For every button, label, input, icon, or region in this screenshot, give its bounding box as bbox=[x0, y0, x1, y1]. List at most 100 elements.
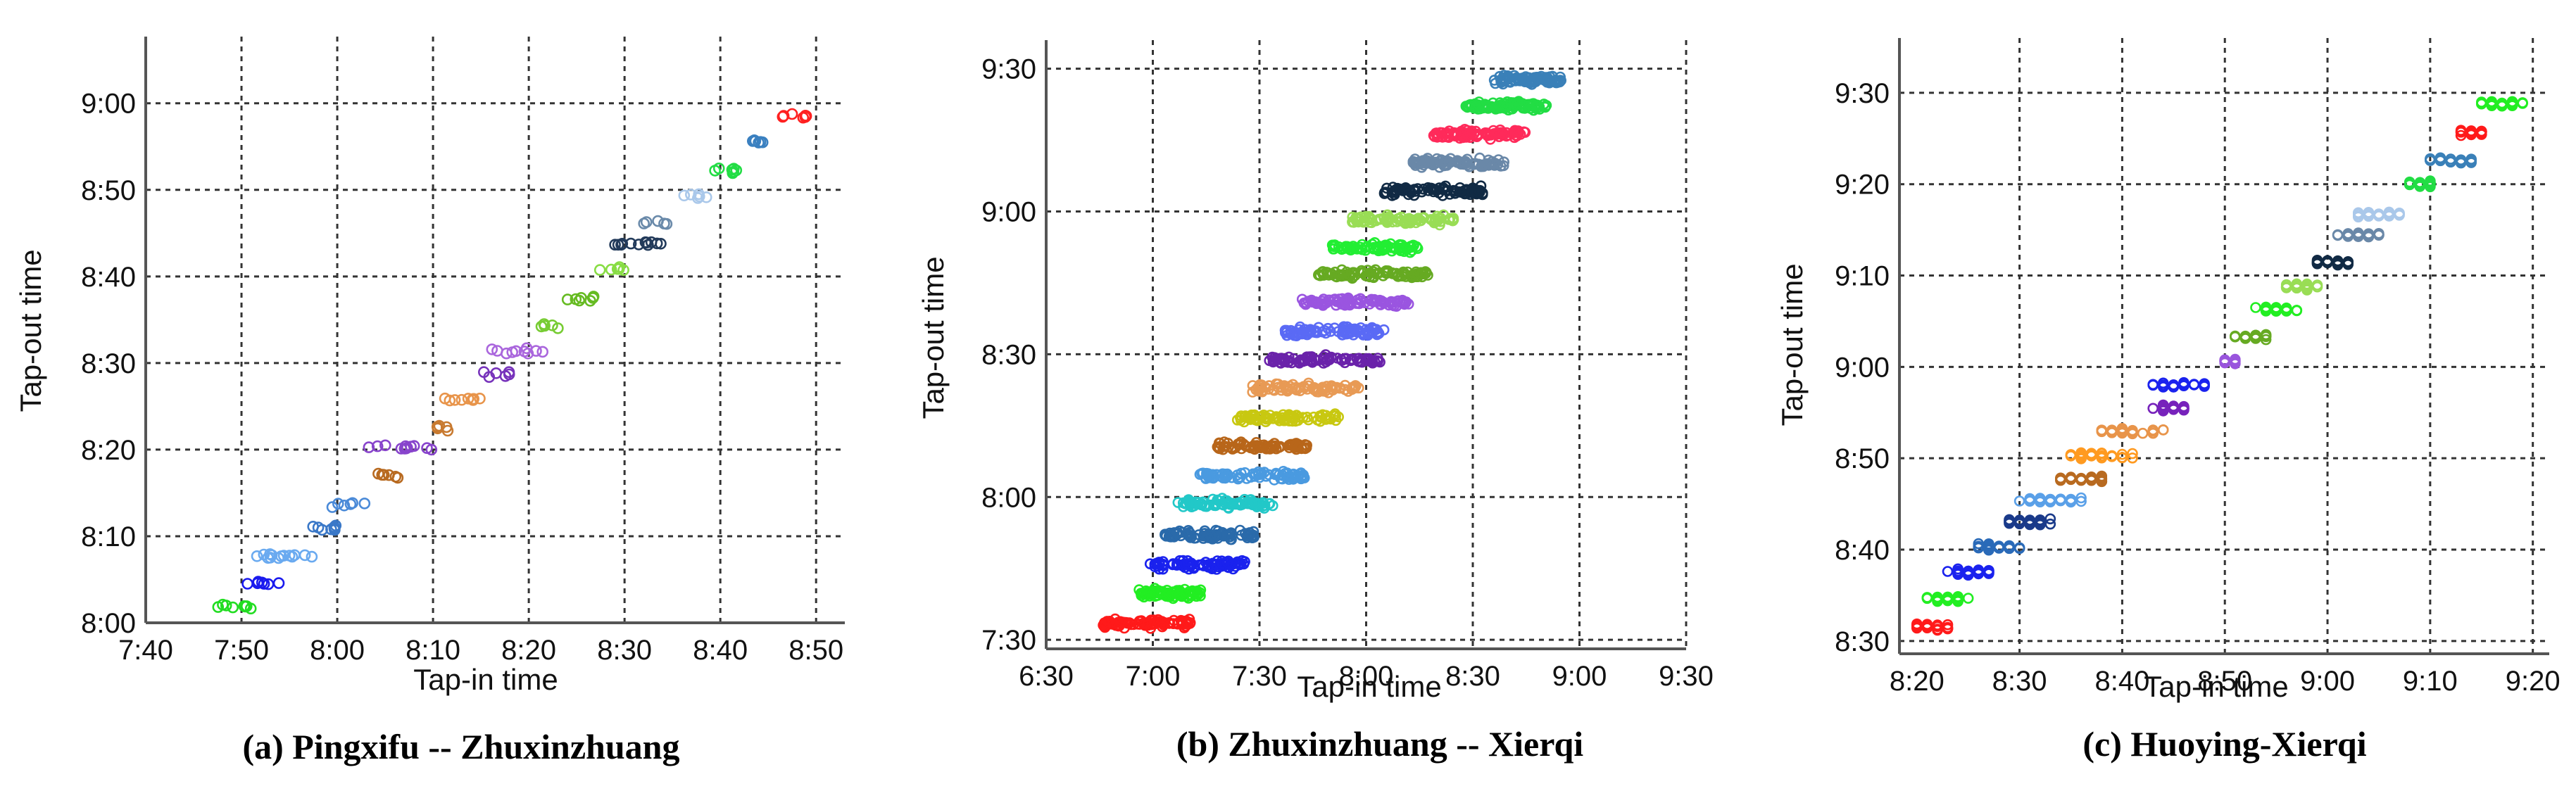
data-point bbox=[258, 548, 270, 561]
data-point bbox=[2147, 403, 2159, 415]
data-point bbox=[2332, 255, 2344, 267]
data-point bbox=[2250, 302, 2261, 313]
data-point bbox=[1377, 296, 1388, 308]
x-tick-label: 8:30 bbox=[597, 635, 652, 666]
data-point bbox=[1269, 440, 1281, 452]
data-point bbox=[2425, 154, 2436, 165]
x-tick-label: 9:00 bbox=[2300, 666, 2355, 697]
data-point bbox=[272, 577, 285, 589]
data-point bbox=[1157, 563, 1169, 575]
data-point bbox=[2353, 230, 2364, 241]
data-point bbox=[1973, 540, 1985, 552]
data-point bbox=[1236, 529, 1247, 541]
data-point bbox=[2506, 96, 2518, 108]
data-point bbox=[1352, 355, 1364, 367]
data-point bbox=[2075, 495, 2087, 507]
data-point bbox=[1172, 497, 1184, 508]
data-point bbox=[1293, 411, 1305, 423]
data-point bbox=[1403, 213, 1415, 224]
data-point bbox=[639, 236, 652, 248]
data-point bbox=[1258, 439, 1270, 451]
data-point bbox=[1455, 186, 1466, 198]
data-point bbox=[1942, 623, 1954, 635]
data-point bbox=[444, 394, 456, 407]
data-point bbox=[1440, 180, 1451, 192]
data-point bbox=[1330, 415, 1342, 426]
data-point bbox=[712, 163, 725, 175]
data-point bbox=[1176, 619, 1188, 631]
data-point bbox=[1302, 377, 1314, 389]
data-point bbox=[1253, 385, 1264, 397]
data-point bbox=[2230, 330, 2241, 342]
data-point bbox=[1478, 102, 1490, 113]
data-point bbox=[1163, 590, 1174, 602]
data-point bbox=[612, 239, 624, 251]
data-point bbox=[2055, 495, 2066, 507]
data-point bbox=[2373, 229, 2385, 241]
data-point bbox=[1973, 566, 1985, 578]
data-point bbox=[1279, 324, 1291, 336]
data-point bbox=[2127, 452, 2138, 464]
data-point bbox=[2465, 153, 2477, 165]
data-point bbox=[2137, 427, 2149, 439]
data-point bbox=[1157, 556, 1169, 567]
data-point bbox=[546, 319, 558, 331]
data-point bbox=[1350, 380, 1362, 392]
data-point bbox=[395, 443, 408, 455]
data-point bbox=[1235, 412, 1246, 424]
chart-panel-c: 8:20 8:30 8:40 8:50 9:00 9:10 9:208:308:408:50… bbox=[1776, 38, 2561, 764]
data-point bbox=[2311, 258, 2323, 270]
data-point bbox=[2075, 492, 2087, 504]
data-point bbox=[2178, 403, 2189, 414]
data-point bbox=[1133, 615, 1145, 627]
data-point bbox=[777, 110, 790, 122]
y-tick-label: 8:50 bbox=[81, 175, 136, 206]
data-point bbox=[2106, 450, 2118, 462]
data-point bbox=[326, 501, 339, 513]
data-point bbox=[2414, 178, 2426, 190]
data-point bbox=[2496, 97, 2508, 109]
x-tick-label: 9:10 bbox=[2403, 666, 2458, 697]
x-axis-label-c: Tap-in time bbox=[2144, 670, 2288, 703]
data-point bbox=[1381, 213, 1393, 224]
grid-c bbox=[1899, 38, 2549, 654]
data-point bbox=[2096, 424, 2108, 436]
data-point bbox=[1402, 189, 1414, 201]
y-tick-label: 8:50 bbox=[1835, 443, 1890, 474]
chart-panel-a: 7:40 7:50 8:00 8:10 8:20 8:30 8:40 8:50 8:00 8:10… bbox=[14, 37, 845, 766]
x-tick-label: 7:30 bbox=[1232, 661, 1287, 692]
data-point bbox=[593, 264, 606, 276]
data-point bbox=[503, 368, 515, 381]
data-point bbox=[1942, 595, 1954, 606]
data-point bbox=[344, 498, 357, 510]
y-tick-label: 9:00 bbox=[981, 196, 1036, 227]
data-point bbox=[1286, 438, 1298, 450]
data-point bbox=[1921, 620, 1933, 631]
data-point bbox=[1371, 355, 1383, 367]
data-point bbox=[1381, 217, 1393, 228]
data-point bbox=[1317, 268, 1329, 280]
data-point bbox=[500, 347, 513, 360]
data-point bbox=[2455, 125, 2467, 136]
data-point bbox=[1318, 357, 1329, 369]
data-point bbox=[640, 216, 653, 228]
data-point bbox=[552, 322, 564, 334]
data-point bbox=[1317, 384, 1328, 396]
data-point bbox=[1337, 329, 1349, 341]
data-point bbox=[1173, 589, 1185, 601]
x-tick-label: 9:00 bbox=[1552, 661, 1607, 692]
y-tick-label: 8:20 bbox=[81, 435, 136, 466]
points-c bbox=[1911, 96, 2528, 636]
data-point bbox=[1259, 500, 1271, 512]
data-point bbox=[700, 191, 712, 203]
data-point bbox=[251, 550, 263, 562]
data-point bbox=[2157, 402, 2169, 413]
data-point bbox=[1190, 496, 1202, 508]
points-a bbox=[212, 108, 812, 615]
data-point bbox=[1152, 590, 1164, 601]
data-point bbox=[2301, 280, 2313, 291]
y-tick-label: 7:30 bbox=[981, 625, 1036, 656]
data-point bbox=[2301, 284, 2313, 296]
data-point bbox=[1290, 382, 1301, 393]
data-point bbox=[2311, 279, 2323, 291]
